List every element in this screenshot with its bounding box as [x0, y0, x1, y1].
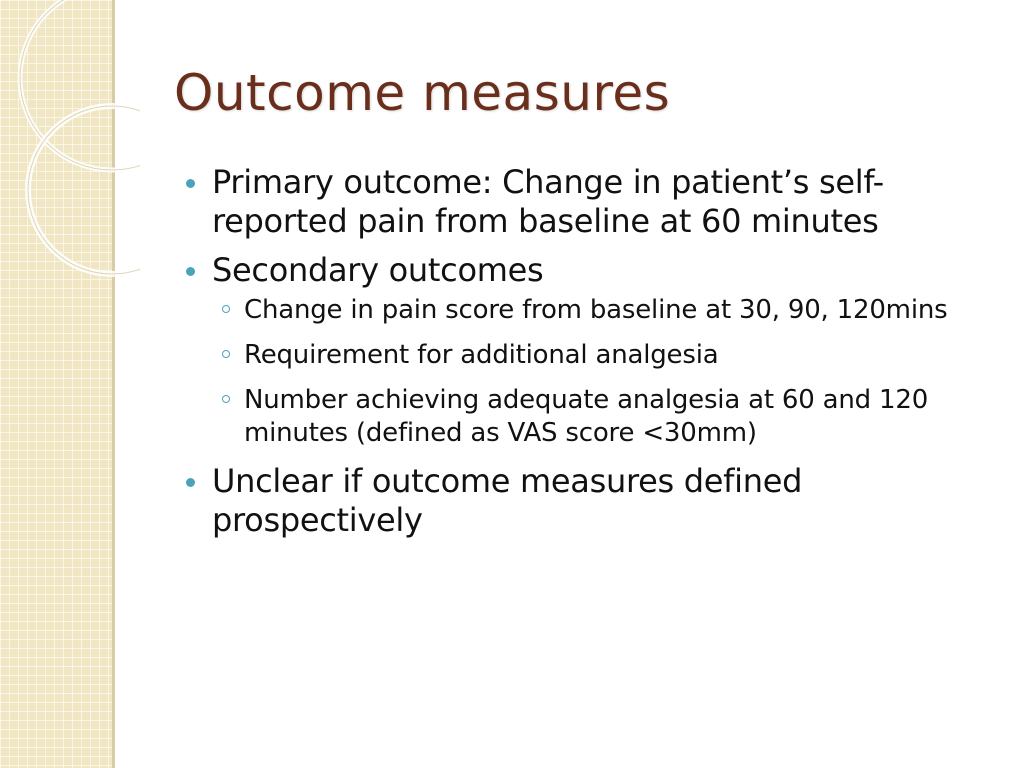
bullet-ring-icon — [222, 305, 230, 313]
sub-bullet-text: Requirement for additional analgesia — [244, 340, 719, 370]
bullet-item-secondary-outcomes: Secondary outcomes Change in pain score … — [186, 251, 976, 450]
decorative-rings-icon — [17, 0, 140, 277]
bullet-item-primary-outcome: Primary outcome: Change in patient’s sel… — [186, 163, 976, 241]
sub-bullet-item: Number achieving adequate analgesia at 6… — [212, 384, 976, 450]
bullet-dot-icon — [186, 478, 195, 487]
slide-title: Outcome measures — [174, 64, 671, 122]
sub-bullet-list: Change in pain score from baseline at 30… — [212, 294, 976, 450]
sub-bullet-item: Requirement for additional analgesia — [212, 339, 976, 372]
bullet-item-unclear-outcomes: Unclear if outcome measures defined pros… — [186, 462, 976, 540]
slide-content: Primary outcome: Change in patient’s sel… — [186, 163, 976, 550]
bullet-ring-icon — [222, 395, 230, 403]
bullet-text: Primary outcome: Change in patient’s sel… — [212, 163, 884, 240]
side-panel-border — [112, 0, 115, 768]
bullet-dot-icon — [186, 267, 195, 276]
sub-bullet-text: Change in pain score from baseline at 30… — [244, 295, 948, 325]
sub-bullet-item: Change in pain score from baseline at 30… — [212, 294, 976, 327]
bullet-text: Secondary outcomes — [212, 251, 544, 289]
bullet-text: Unclear if outcome measures defined pros… — [212, 462, 803, 539]
bullet-ring-icon — [222, 350, 230, 358]
bullet-dot-icon — [186, 179, 195, 188]
sub-bullet-text: Number achieving adequate analgesia at 6… — [244, 385, 929, 448]
bullet-list: Primary outcome: Change in patient’s sel… — [186, 163, 976, 540]
